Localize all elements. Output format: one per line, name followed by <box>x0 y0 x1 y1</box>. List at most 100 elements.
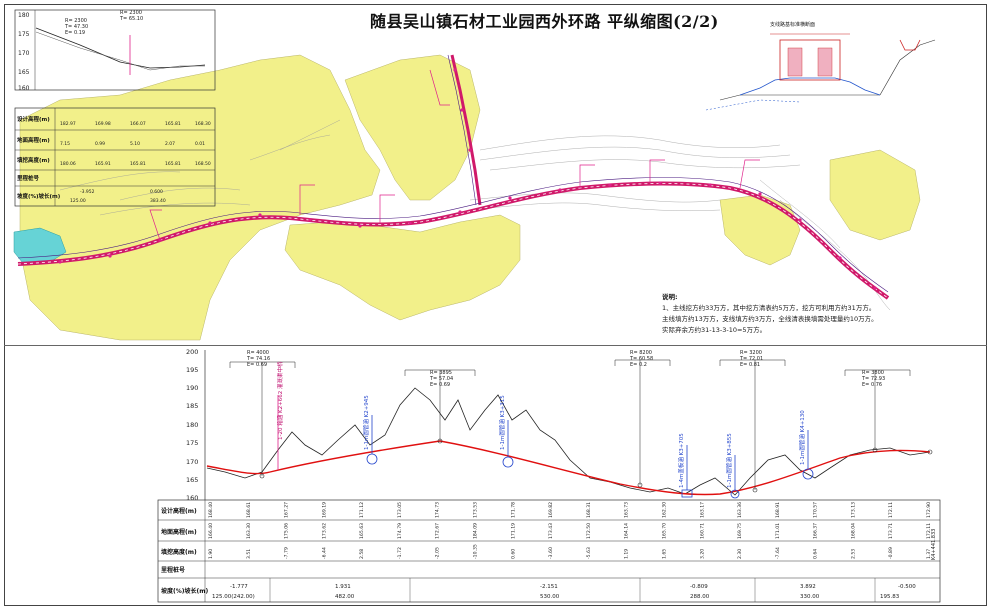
mini-cut-fill: 165.91 <box>95 161 111 167</box>
slope-grade: 3.892 <box>800 584 816 590</box>
mini-ground-line <box>35 31 205 71</box>
cut-fill-value: -1.72 <box>397 547 403 559</box>
design-elev-value: 173.13 <box>850 502 856 518</box>
ground-elev-value: 173.71 <box>888 523 894 539</box>
profile-ground-line <box>206 387 931 496</box>
cut-fill-value: 1.65 <box>661 549 667 559</box>
mini-row-labels: 设计高程(m) 地面高程(m) 填挖高度(m) 里程桩号 坡度(%)坡长(m) <box>17 115 61 200</box>
mini-cut-fill: 165.81 <box>165 161 181 167</box>
mini-y-tick: 175 <box>18 31 30 38</box>
mini-ground-elev: 7.15 <box>60 141 70 147</box>
mini-curve-e: E= 0.19 <box>65 30 85 36</box>
curve-e: E= 0.76 <box>862 382 882 388</box>
notes-heading: 说明: <box>662 293 678 301</box>
design-elev-value: 168.40 <box>208 502 214 518</box>
cross-section-title: 支线路基标准横断面 <box>770 22 816 28</box>
ground-elev-value: 165.63 <box>359 523 365 539</box>
profile-y-tick: 170 <box>186 458 198 466</box>
ground-elev-value: 172.67 <box>435 523 441 539</box>
mini-cut-fill: 180.06 <box>60 161 76 167</box>
mini-y-tick: 170 <box>18 50 30 57</box>
design-elev-value: 163.73 <box>624 502 630 518</box>
mini-y-tick: 160 <box>18 85 30 92</box>
design-elev-value: 171.12 <box>359 502 365 518</box>
cut-fill-value: -3.60 <box>548 547 554 559</box>
ground-elev-value: 173.43 <box>548 523 554 539</box>
ground-elev-value: 172.50 <box>586 523 592 539</box>
slope-grade: -2.151 <box>540 584 558 590</box>
design-elev-value: 173.53 <box>473 502 479 518</box>
profile-y-tick: 160 <box>186 494 198 502</box>
slope-length: 330.00 <box>800 594 820 600</box>
slope-grade: 1.931 <box>335 584 351 590</box>
terrain-zone-center <box>284 214 521 321</box>
cut-fill-value: 3.20 <box>699 549 705 559</box>
ground-elev-value: 171.01 <box>775 523 781 539</box>
profile-y-tick: 185 <box>186 402 198 410</box>
design-elev-value: 163.17 <box>699 502 705 518</box>
mini-design-elev: 182.97 <box>60 121 76 127</box>
main-road-edge <box>17 177 889 293</box>
design-elev-value: 172.90 <box>926 502 932 518</box>
profile-row-label: 坡度(%)坡长(m) <box>161 587 208 595</box>
notes-line: 主线填方约13万方，支线填方约3万方，全线清表换填需处理量约10万方。 <box>662 315 878 323</box>
slope-length: 195.83 <box>880 594 900 600</box>
slope-grade: -0.809 <box>690 584 708 590</box>
cut-fill-value: 1.19 <box>624 549 630 559</box>
ground-elev-value: 160.71 <box>699 523 705 539</box>
mini-row-label: 坡度(%)坡长(m) <box>17 192 61 200</box>
design-elev-value: 172.11 <box>888 502 894 518</box>
ground-elev-value: 173.62 <box>321 523 327 539</box>
mini-design-elev: 168.30 <box>195 121 211 127</box>
ground-elev-value: 175.06 <box>284 523 290 539</box>
mini-row-label: 设计高程(m) <box>17 115 50 123</box>
design-elev-value: 171.78 <box>510 502 516 518</box>
profile-y-tick: 190 <box>186 384 198 392</box>
mini-profile: 180 175 170 165 160 R= 2300 T= 47.30 E= … <box>14 9 216 207</box>
curve-t: T= 72.93 <box>861 376 885 382</box>
structure-label: 1-1m圆管涵 K4+130 <box>798 410 806 465</box>
main-road-alignment <box>17 181 890 300</box>
mini-slope: -3.952 <box>80 189 95 195</box>
curve-t: T= 60.58 <box>629 356 653 362</box>
slope-length: 288.00 <box>690 594 710 600</box>
end-station: K4+441.833 <box>931 529 937 560</box>
contour-lines <box>59 119 891 311</box>
design-elev-value: 167.27 <box>284 502 290 518</box>
water-body <box>13 227 67 263</box>
profile-slopes: -1.777 125.00(242.00) 1.931 482.00 -2.15… <box>212 584 916 600</box>
ground-elev-value: 166.37 <box>813 523 819 539</box>
structure-labels: 1-20 箱涵 K2+662 灌溉渠中桥 1-1m圆管涵 K2+945 1-1m… <box>276 361 806 488</box>
curve-r: R= 3895 <box>430 370 452 376</box>
profile-row-label: 里程桩号 <box>161 566 185 574</box>
mini-design-line <box>35 27 206 69</box>
mini-ground-elev: 2.07 <box>165 141 175 147</box>
vertical-curve-points <box>259 438 933 493</box>
cut-fill-value: -7.64 <box>775 547 781 559</box>
curve-e: E= 0.69 <box>247 362 267 368</box>
mini-curve-r: R= 2300 <box>65 18 87 24</box>
slope-grade: -0.500 <box>898 584 916 590</box>
mini-design-elev: 166.07 <box>130 121 146 127</box>
profile-row-label: 设计高程(m) <box>161 507 197 515</box>
cut-fill-value: 0.60 <box>510 549 516 559</box>
design-elev-value: 162.30 <box>661 502 667 518</box>
mini-cut-fill: 165.81 <box>130 161 146 167</box>
branch-road-edge <box>447 54 477 206</box>
drawing-frame <box>4 4 987 606</box>
longitudinal-profile: 200 195 190 185 180 175 170 165 160 R= 4… <box>157 348 941 603</box>
cut-fill-value: 2.53 <box>850 549 856 559</box>
plan-annotations <box>149 69 760 241</box>
curve-e: E= 0.69 <box>430 382 450 388</box>
cut-fill-value: -6.44 <box>321 547 327 559</box>
curve-r: R= 8200 <box>630 350 652 356</box>
ground-elev-value: 169.75 <box>737 523 743 539</box>
mini-row-label: 地面高程(m) <box>17 136 50 144</box>
structure-label: 1-1m圆管涵 K2+945 <box>362 395 370 450</box>
terrain-zone-far-right <box>829 149 921 241</box>
slope-grade: -1.777 <box>230 584 248 590</box>
mini-row-label: 里程桩号 <box>17 174 40 182</box>
mini-y-ticks: 180 175 170 165 160 <box>18 12 30 92</box>
ground-elev-value: 166.40 <box>208 523 214 539</box>
profile-row-labels: 设计高程(m) 地面高程(m) 填挖高度(m) 里程桩号 坡度(%)坡长(m) <box>161 507 208 595</box>
